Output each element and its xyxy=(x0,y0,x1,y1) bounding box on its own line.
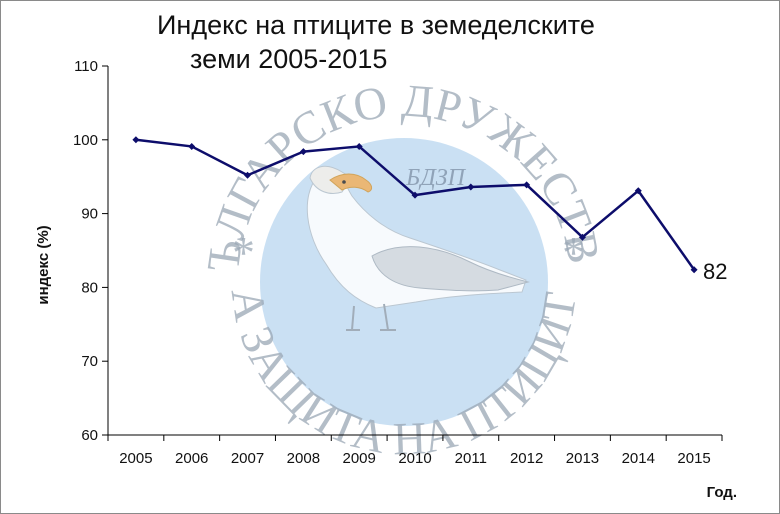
y-axis-title: индекс (%) xyxy=(35,225,52,304)
x-tick-label: 2015 xyxy=(677,450,710,467)
data-point xyxy=(355,142,363,150)
y-tick-label: 90 xyxy=(81,206,98,223)
series-line xyxy=(132,136,698,274)
x-tick-label: 2008 xyxy=(287,450,320,467)
x-tick-label: 2006 xyxy=(175,450,208,467)
x-tick-label: 2010 xyxy=(398,450,431,467)
data-point xyxy=(634,187,642,195)
data-point xyxy=(523,181,531,189)
data-point xyxy=(578,233,586,241)
seal-star-right: * xyxy=(562,227,585,278)
x-tick-label: 2013 xyxy=(566,450,599,467)
x-tick-label: 2012 xyxy=(510,450,543,467)
x-tick-label: 2011 xyxy=(455,450,487,467)
chart-title-line-2: земи 2005-2015 xyxy=(190,44,388,74)
x-axis-ticks: 2005 2006 2007 2008 2009 2010 2011 2012 2013 2014… xyxy=(107,435,723,467)
seal-monogram: БДЗП xyxy=(405,165,467,191)
x-tick-label: 2005 xyxy=(119,450,152,467)
vulture-icon xyxy=(306,165,530,331)
x-tick-label: 2009 xyxy=(342,450,375,467)
y-tick-label: 80 xyxy=(81,279,98,296)
data-point xyxy=(467,183,475,191)
data-point xyxy=(188,142,196,150)
y-tick-label: 100 xyxy=(73,132,98,149)
axes xyxy=(107,66,722,436)
y-tick-label: 70 xyxy=(81,353,98,370)
data-point xyxy=(299,148,307,156)
data-point xyxy=(244,171,252,179)
seal-star-left: * xyxy=(232,227,255,278)
x-axis-title: Год. xyxy=(707,484,737,501)
x-tick-label: 2014 xyxy=(622,450,655,467)
y-tick-label: 110 xyxy=(74,58,98,75)
last-point-data-label: 82 xyxy=(703,259,727,284)
y-axis-ticks: 60 70 80 90 100 110 xyxy=(73,58,108,444)
data-point xyxy=(690,266,698,274)
y-tick-label: 60 xyxy=(81,427,98,444)
data-point xyxy=(132,136,140,144)
x-tick-label: 2007 xyxy=(231,450,264,467)
chart-title-line-1: Индекс на птиците в земеделските xyxy=(157,10,595,40)
data-point xyxy=(411,191,419,199)
